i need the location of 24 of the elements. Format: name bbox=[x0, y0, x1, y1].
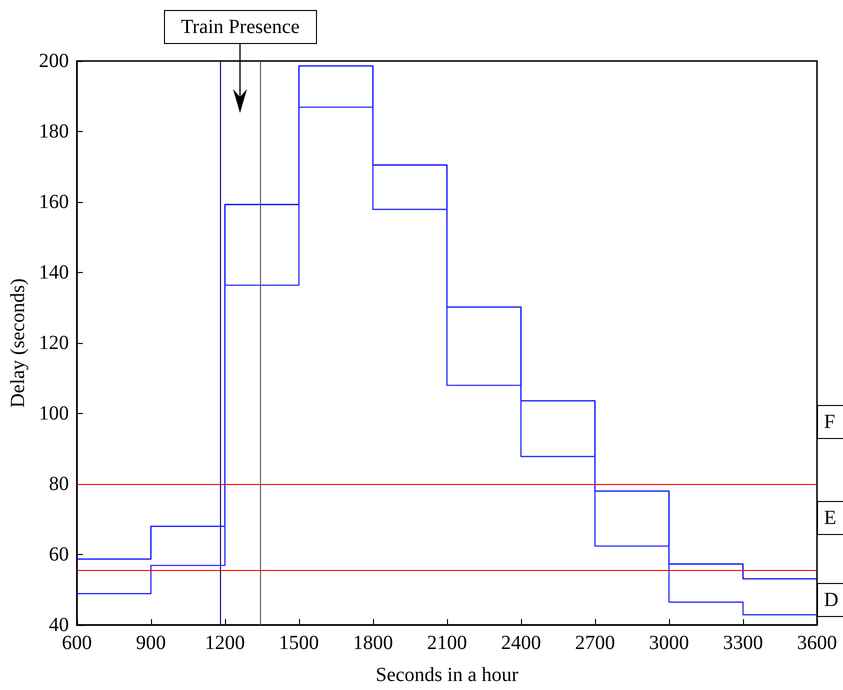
y-tick-label: 100 bbox=[38, 402, 69, 424]
y-tick-label: 140 bbox=[38, 262, 69, 284]
x-tick-label: 3000 bbox=[648, 632, 689, 654]
x-tick-label: 1800 bbox=[352, 632, 393, 654]
x-tick-label: 1200 bbox=[204, 632, 245, 654]
y-tick-label: 120 bbox=[38, 332, 69, 354]
text: F bbox=[817, 405, 843, 439]
x-tick-label: 2700 bbox=[574, 632, 615, 654]
x-tick-label: 1500 bbox=[278, 632, 319, 654]
text: D bbox=[817, 582, 843, 617]
x-tick-label: 2400 bbox=[500, 632, 541, 654]
y-tick-label: 80 bbox=[48, 473, 69, 495]
x-tick-label: 900 bbox=[136, 632, 166, 654]
y-tick-label: 180 bbox=[38, 120, 69, 142]
x-axis-title: Seconds in a hour bbox=[376, 664, 519, 686]
y-tick-label: 200 bbox=[38, 50, 69, 72]
x-tick-label: 2100 bbox=[426, 632, 467, 654]
y-axis-title: Delay (seconds) bbox=[7, 278, 29, 408]
y-tick-label: 160 bbox=[38, 191, 69, 213]
x-tick-label: 3300 bbox=[722, 632, 763, 654]
text: Train Presence bbox=[164, 10, 317, 44]
x-tick-label: 3600 bbox=[797, 632, 837, 654]
text: E bbox=[817, 501, 843, 535]
y-tick-label: 60 bbox=[48, 544, 69, 566]
